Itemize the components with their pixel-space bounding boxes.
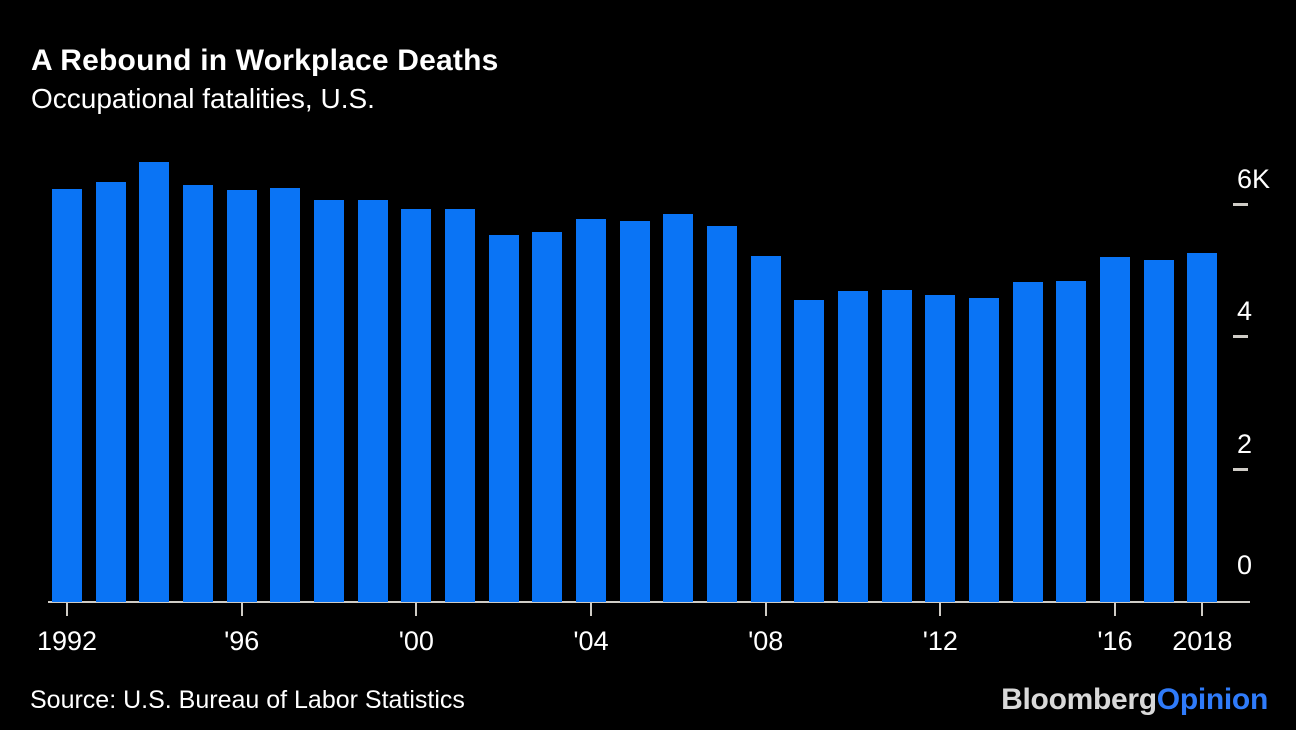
- bar-2014: [1012, 281, 1043, 602]
- bar-1993: [95, 181, 126, 602]
- x-label-2018: 2018: [1172, 626, 1233, 656]
- bar-2013: [969, 297, 999, 602]
- bar-2008: [750, 255, 781, 602]
- bar-2010: [838, 290, 868, 602]
- bar-1999: [357, 200, 388, 602]
- logo-opinion-text: Opinion: [1156, 683, 1269, 716]
- y-label-6000: 6K: [1237, 163, 1271, 194]
- bar-2006: [663, 214, 694, 602]
- chart-title: A Rebound in Workplace Deaths: [31, 44, 499, 77]
- bar-2000: [401, 208, 432, 602]
- bar-2009: [794, 299, 825, 602]
- x-tick-2016: [1114, 603, 1116, 616]
- bar-2007: [707, 226, 737, 602]
- y-tick-6000: [1233, 202, 1248, 206]
- x-tick-2008: [764, 603, 767, 616]
- y-label-2000: 2: [1237, 429, 1253, 460]
- bar-2016: [1100, 257, 1130, 602]
- bar-2011: [881, 290, 912, 602]
- bar-2017: [1143, 260, 1174, 602]
- x-tick-2012: [939, 603, 942, 616]
- y-label-0: 0: [1237, 550, 1253, 580]
- chart-subtitle: Occupational fatalities, U.S.: [31, 83, 375, 114]
- bar-2018: [1187, 253, 1218, 602]
- y-label-4000: 4: [1237, 296, 1253, 327]
- bar-2003: [532, 231, 563, 602]
- x-axis-baseline: [48, 601, 1250, 603]
- source-note: Source: U.S. Bureau of Labor Statistics: [30, 686, 465, 714]
- x-label-1992: 1992: [36, 626, 98, 656]
- logo-bloomberg-text: Bloomberg: [1001, 683, 1157, 716]
- bar-2001: [445, 209, 475, 602]
- x-tick-2000: [415, 603, 418, 616]
- bar-1997: [270, 187, 301, 602]
- bar-2005: [619, 221, 650, 602]
- x-label-2008: '08: [748, 626, 784, 656]
- x-label-2012: '12: [922, 626, 958, 656]
- bloomberg-opinion-logo: BloombergOpinion: [1001, 683, 1268, 717]
- bar-2002: [488, 234, 519, 602]
- bar-1996: [226, 190, 257, 602]
- bar-1995: [183, 185, 213, 602]
- x-label-2016: '16: [1097, 626, 1133, 656]
- x-tick-1996: [240, 603, 243, 616]
- x-label-1996: '96: [224, 626, 260, 656]
- bar-1998: [314, 199, 344, 602]
- x-label-2004: '04: [573, 626, 609, 656]
- x-label-2000: '00: [398, 626, 434, 656]
- y-tick-2000: [1233, 468, 1248, 472]
- bar-1992: [52, 189, 82, 602]
- x-tick-2004: [590, 603, 592, 616]
- bar-2015: [1056, 280, 1087, 602]
- bar-2004: [576, 219, 606, 602]
- x-tick-2018: [1201, 603, 1204, 616]
- y-tick-4000: [1233, 335, 1248, 339]
- bar-1994: [139, 161, 170, 602]
- bar-2012: [925, 294, 956, 602]
- x-tick-1992: [66, 603, 68, 616]
